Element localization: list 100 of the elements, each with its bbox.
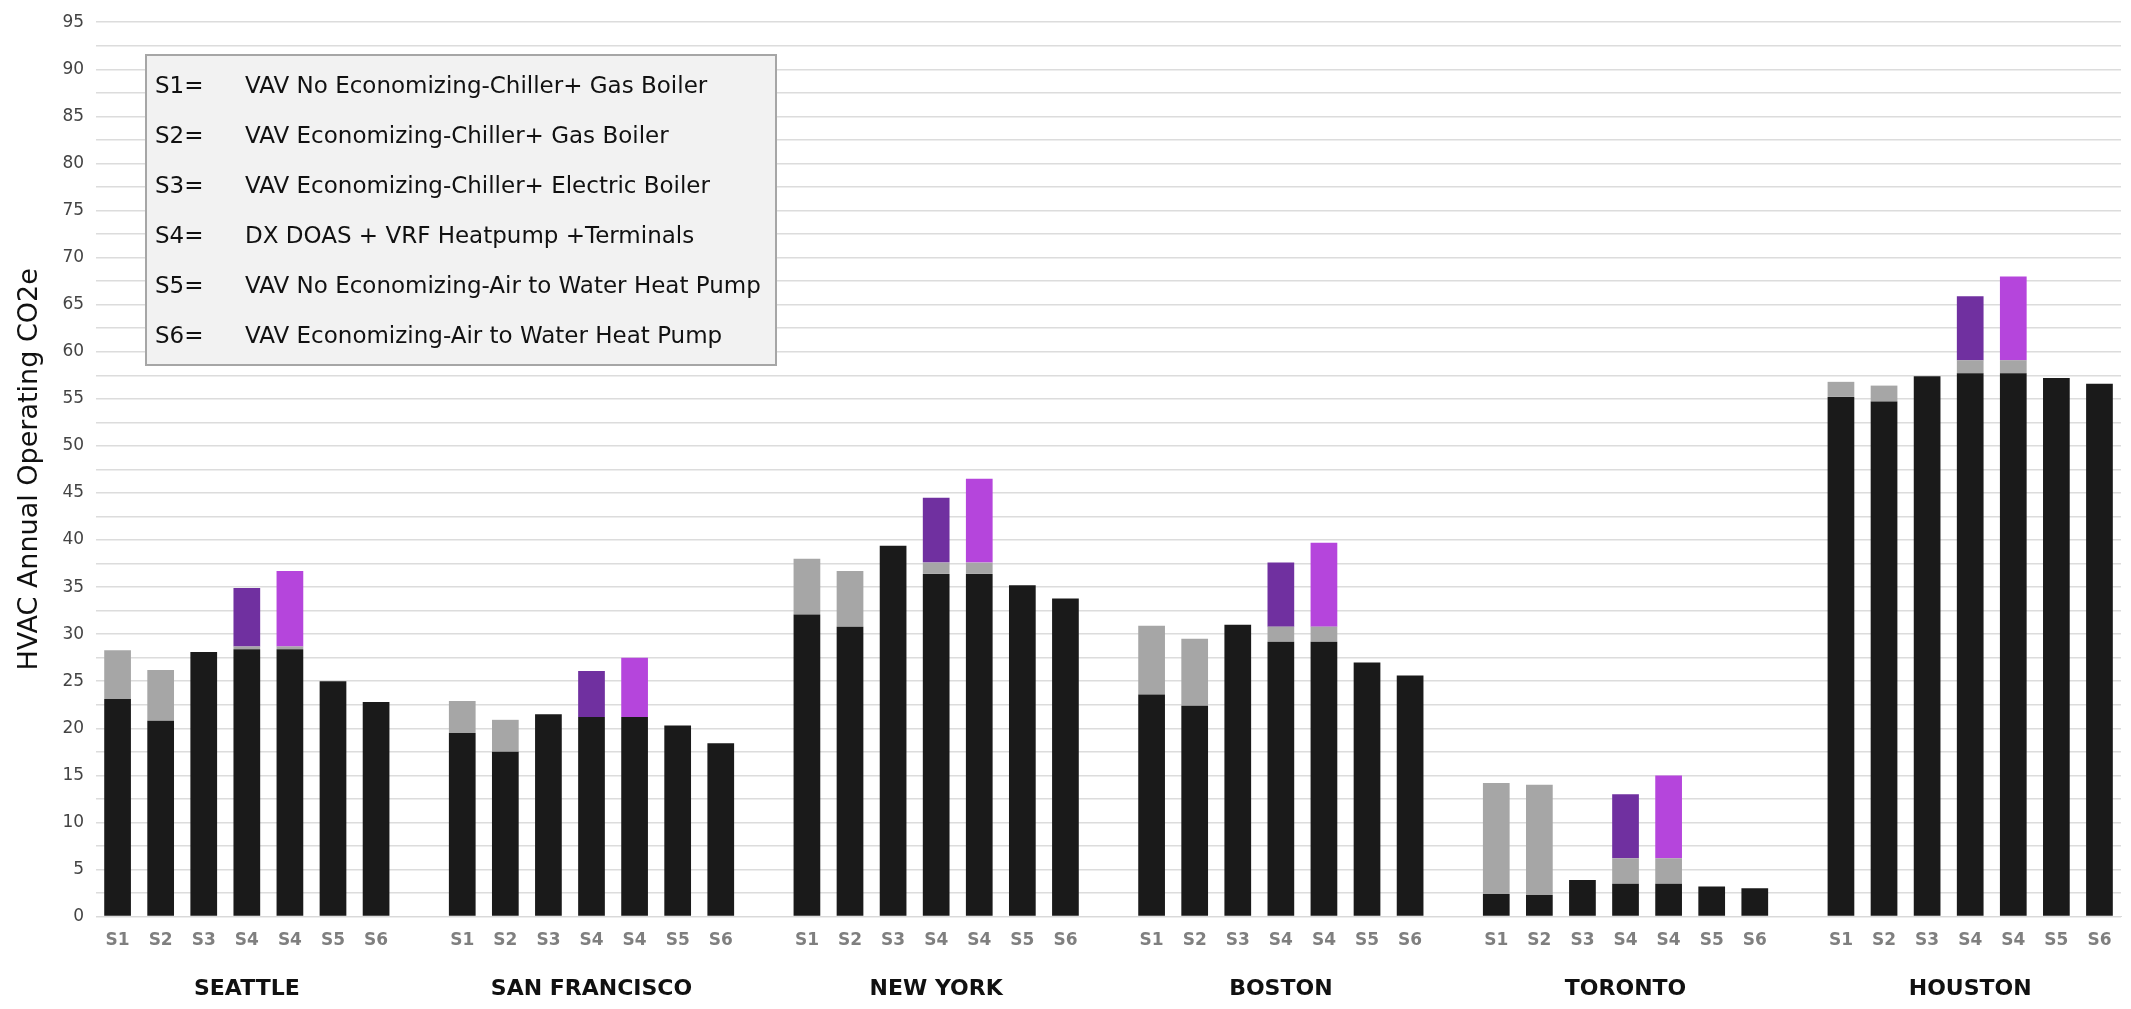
bar: [1870, 385, 1898, 402]
x-tick-label: S1: [1139, 929, 1164, 950]
text: S6= VAV Economizing-Air to Water Heat Pump: [155, 322, 723, 348]
bar: [1612, 883, 1639, 916]
x-tick-label: S4: [277, 929, 303, 950]
y-tick-label: 95: [62, 10, 85, 31]
bar: [147, 669, 175, 721]
bar: [362, 701, 390, 916]
bar: [535, 714, 562, 916]
bar: [276, 571, 304, 647]
bar: [1267, 626, 1295, 642]
x-tick-label: S4: [967, 929, 992, 950]
x-tick-label: S1: [1484, 929, 1509, 950]
bar: [1396, 675, 1424, 916]
bar: [1569, 879, 1596, 916]
bar: [621, 717, 648, 916]
x-tick-label: S2: [1182, 929, 1207, 950]
x-tick-label: S5: [1010, 929, 1035, 950]
x-tick-label: S6: [2087, 929, 2112, 950]
text: S5= VAV No Economizing-Air to Water Heat Pump: [155, 272, 761, 298]
bar: [1267, 562, 1295, 627]
x-tick-label: S2: [837, 929, 863, 950]
y-tick-label: 15: [62, 763, 85, 784]
bar: [104, 699, 131, 916]
bar: [1741, 888, 1769, 916]
bar: [793, 558, 821, 615]
bar: [2043, 378, 2070, 916]
y-tick-label: 45: [62, 481, 85, 502]
x-tick-label: S2: [148, 929, 173, 950]
bar: [965, 478, 993, 563]
y-tick-label: 30: [62, 622, 85, 643]
y-tick-label: 80: [62, 151, 85, 172]
bar: [1181, 705, 1209, 916]
text: TORONTO: [1564, 974, 1687, 1000]
x-tick-label: S1: [1828, 929, 1853, 950]
x-tick-label: S2: [1872, 929, 1897, 950]
bar: [491, 751, 519, 916]
bar: [448, 733, 476, 916]
bar: [1655, 858, 1682, 884]
bar: [190, 652, 218, 916]
y-tick-label: 60: [62, 340, 85, 361]
bar: [147, 720, 175, 916]
x-tick-label: S3: [191, 929, 216, 950]
y-tick-label: 55: [62, 387, 85, 408]
x-tick-label: S4: [2001, 929, 2026, 950]
y-tick-label: 25: [62, 669, 85, 690]
bar: [1655, 883, 1682, 916]
bar: [1956, 373, 1984, 916]
x-tick-label: S3: [1570, 929, 1595, 950]
x-tick-label: S3: [881, 929, 906, 950]
bar: [1224, 624, 1252, 916]
bar: [922, 562, 950, 574]
bar: [1999, 360, 2027, 374]
y-tick-label: 40: [62, 528, 85, 549]
y-tick-label: 35: [62, 575, 85, 596]
bar: [965, 562, 993, 574]
bar: [491, 719, 519, 752]
bar: [621, 657, 648, 718]
x-tick-label: S4: [1613, 929, 1638, 950]
y-tick-label: 5: [73, 857, 85, 878]
bar: [2086, 383, 2113, 916]
bar: [1353, 662, 1381, 916]
x-tick-label: S2: [1527, 929, 1552, 950]
bar: [1999, 373, 2027, 916]
x-tick-label: S5: [320, 929, 346, 950]
x-tick-label: S4: [622, 929, 647, 950]
bar: [448, 701, 476, 734]
bar: [879, 545, 907, 916]
bar: [836, 571, 864, 627]
y-axis-title: HVAC Annual Operating CO2e: [12, 268, 44, 671]
x-tick-label: S6: [1742, 929, 1767, 950]
x-tick-label: S4: [234, 929, 260, 950]
text: SEATTLE: [193, 974, 300, 1000]
bar: [836, 626, 864, 916]
x-tick-label: S5: [2044, 929, 2069, 950]
bar: [1052, 598, 1079, 916]
text: BOSTON: [1229, 974, 1333, 1000]
bar: [1138, 625, 1165, 695]
bar: [1999, 276, 2027, 361]
text: S1= VAV No Economizing-Chiller+ Gas Boiler: [155, 72, 708, 98]
x-tick-label: S4: [1311, 929, 1337, 950]
bar: [578, 670, 605, 718]
bar: [1267, 641, 1295, 916]
bar: [1526, 784, 1553, 895]
bar: [233, 588, 261, 647]
x-tick-label: S2: [493, 929, 518, 950]
x-tick-label: S6: [1398, 929, 1423, 950]
bar: [965, 573, 993, 916]
bar: [1956, 296, 1984, 361]
text: SAN FRANCISCO: [490, 974, 693, 1000]
bar: [578, 717, 605, 916]
bar: [1181, 638, 1209, 706]
bar: [664, 725, 692, 916]
text: NEW YORK: [869, 974, 1004, 1000]
bar: [1612, 794, 1639, 859]
y-tick-label: 70: [62, 245, 85, 266]
x-tick-label: S5: [1354, 929, 1380, 950]
text: S2= VAV Economizing-Chiller+ Gas Boiler: [155, 122, 669, 148]
x-tick-label: S4: [924, 929, 949, 950]
bar: [707, 743, 735, 916]
